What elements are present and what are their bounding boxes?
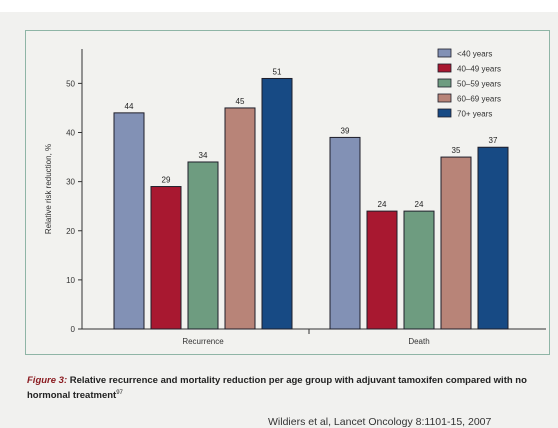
y-tick-label: 0 <box>71 325 76 334</box>
bar-value-label: 51 <box>273 67 282 76</box>
caption-reference: 97 <box>116 390 123 396</box>
legend-label: 40–49 years <box>457 65 501 74</box>
caption-text: Relative recurrence and mortality reduct… <box>27 375 527 402</box>
legend-label: 50–59 years <box>457 80 501 89</box>
bar <box>150 186 182 330</box>
bar-value-label: 34 <box>199 151 208 160</box>
bar <box>261 77 293 330</box>
legend-label: <40 years <box>457 50 492 59</box>
bar <box>403 210 435 330</box>
top-rule <box>0 0 558 12</box>
bar-value-label: 45 <box>236 97 245 106</box>
chart-frame: 0 10 20 30 40 50 Relative risk reduction, % 44 2… <box>25 30 550 355</box>
bar <box>477 146 509 330</box>
bar-value-label: 37 <box>489 136 498 145</box>
y-tick-label: 30 <box>66 178 75 187</box>
x-category-label: Death <box>408 337 429 346</box>
y-tick-label: 50 <box>66 79 75 88</box>
bar-value-label: 29 <box>162 176 171 185</box>
bar-value-label: 24 <box>378 200 387 209</box>
bar-value-label: 39 <box>341 126 350 135</box>
y-axis-label: Relative risk reduction, % <box>44 144 53 234</box>
bar-chart: 0 10 20 30 40 50 Relative risk reduction, % 44 2… <box>44 48 546 346</box>
bar <box>440 156 472 330</box>
legend-swatch <box>437 93 452 103</box>
x-category-label: Recurrence <box>182 337 224 346</box>
legend-swatch <box>437 108 452 118</box>
bar <box>187 161 219 330</box>
citation: Wildiers et al, Lancet Oncology 8:1101-1… <box>268 416 492 428</box>
bar <box>113 112 145 330</box>
bar-value-label: 44 <box>125 102 134 111</box>
figure-caption: Figure 3: Relative recurrence and mortal… <box>27 374 552 402</box>
bar-value-label: 24 <box>415 200 424 209</box>
y-tick-label: 20 <box>66 227 75 236</box>
bar <box>366 210 398 330</box>
bar <box>224 107 256 330</box>
legend-swatch <box>437 78 452 88</box>
bar-value-label: 35 <box>452 146 461 155</box>
y-tick-label: 10 <box>66 276 75 285</box>
figure-label: Figure 3: <box>27 375 68 386</box>
legend-swatch <box>437 48 452 58</box>
legend-label: 70+ years <box>457 110 492 119</box>
legend-swatch <box>437 63 452 73</box>
bar <box>329 136 361 330</box>
y-tick-label: 40 <box>66 129 75 138</box>
legend-label: 60–69 years <box>457 95 501 104</box>
